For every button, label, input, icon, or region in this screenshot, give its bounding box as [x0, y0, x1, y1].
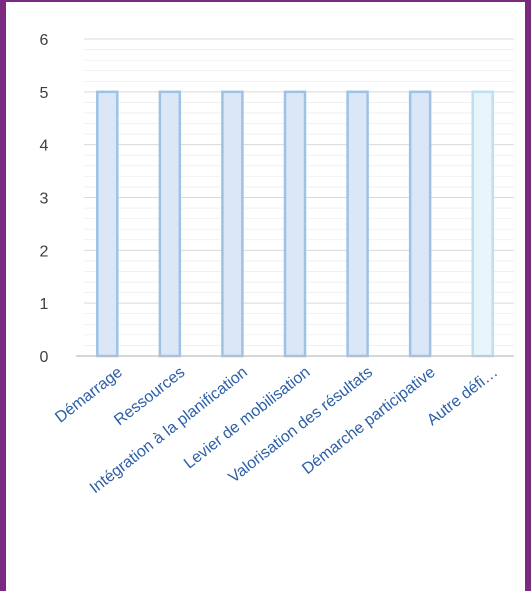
bar: [158, 90, 182, 358]
y-tick-label: 2: [40, 243, 49, 260]
bar: [408, 90, 432, 358]
y-tick-label: 0: [40, 349, 49, 366]
bar: [346, 90, 369, 358]
y-tick-label: 5: [40, 85, 49, 102]
bar: [283, 90, 307, 358]
y-tick-label: 1: [40, 296, 49, 313]
bar: [96, 90, 119, 358]
bar: [471, 90, 494, 358]
bar: [221, 90, 244, 358]
y-tick-label: 3: [40, 191, 49, 208]
y-tick-label: 4: [40, 138, 49, 155]
bars: [96, 90, 494, 358]
y-tick-label: 6: [40, 32, 49, 49]
